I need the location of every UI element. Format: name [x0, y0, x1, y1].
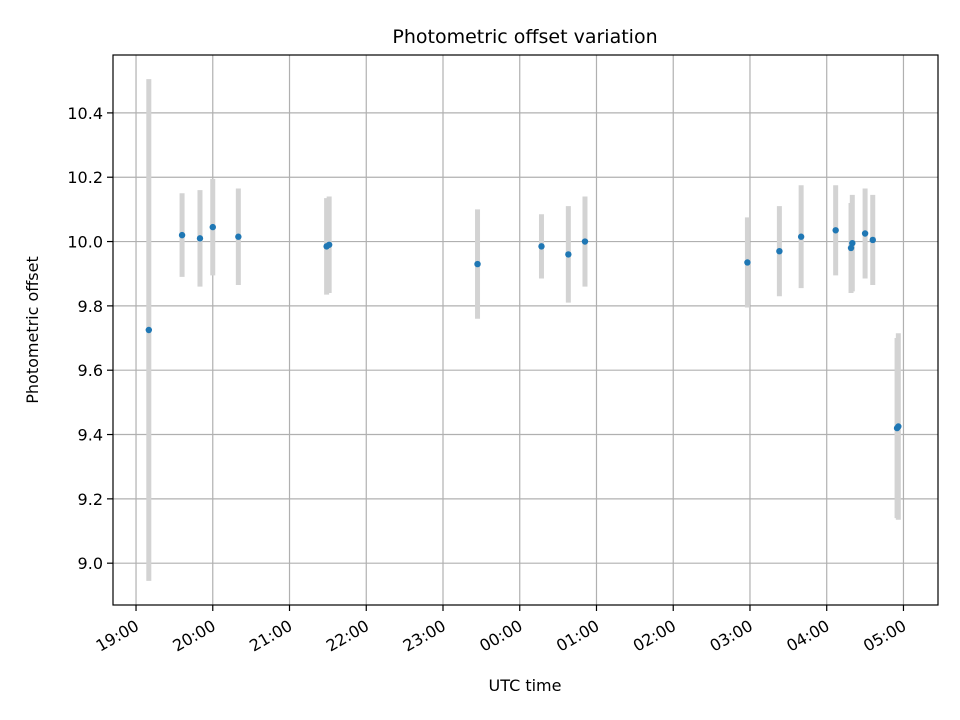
y-tick-label: 9.8 [78, 297, 103, 316]
data-point [235, 233, 242, 240]
data-point [776, 247, 783, 255]
y-axis-ticks: 9.0 9.2 9.4 9.6 9.8 10.0 10.2 10.4 [67, 104, 113, 573]
y-tick-label: 10.2 [67, 168, 103, 187]
data-point [538, 243, 545, 250]
x-tick-label: 23:00 [400, 616, 449, 656]
x-tick-label: 01:00 [553, 616, 602, 656]
x-tick-label: 03:00 [707, 616, 756, 656]
errorbars [146, 79, 901, 581]
x-tick-label: 00:00 [476, 616, 525, 656]
y-tick-label: 10.4 [67, 104, 103, 123]
x-tick-label: 02:00 [630, 616, 679, 656]
data-point [861, 230, 869, 237]
y-tick-label: 9.4 [78, 426, 103, 445]
data-point [196, 235, 204, 242]
chart-title: Photometric offset variation [392, 26, 657, 48]
data-point [832, 227, 839, 234]
y-axis-label: Photometric offset [23, 256, 42, 404]
x-tick-label: 05:00 [860, 616, 909, 656]
x-axis-ticks: 19:00 20:00 21:00 22:00 23:00 00:00 01:00 02:00… [93, 605, 909, 656]
data-point [145, 326, 153, 334]
x-tick-label: 22:00 [323, 616, 372, 656]
data-point [895, 423, 902, 430]
data-point [209, 223, 216, 231]
y-tick-label: 9.0 [78, 554, 103, 573]
x-tick-label: 19:00 [93, 616, 142, 656]
x-tick-label: 20:00 [169, 616, 218, 656]
data-point [474, 260, 481, 268]
data-point [849, 239, 856, 247]
y-tick-label: 9.6 [78, 361, 103, 380]
x-tick-label: 04:00 [783, 616, 832, 656]
data-points [145, 223, 902, 432]
y-tick-label: 9.2 [78, 490, 103, 509]
data-point [869, 236, 876, 244]
data-point [178, 231, 186, 239]
data-point [565, 251, 572, 258]
data-point [847, 244, 855, 252]
grid [113, 55, 938, 605]
data-point [744, 259, 751, 266]
x-axis-label: UTC time [489, 676, 562, 695]
data-point [581, 238, 589, 245]
data-point [325, 241, 333, 248]
plot-frame [112, 54, 939, 606]
x-tick-label: 21:00 [246, 616, 295, 656]
y-tick-label: 10.0 [67, 233, 103, 252]
data-point [797, 233, 805, 240]
